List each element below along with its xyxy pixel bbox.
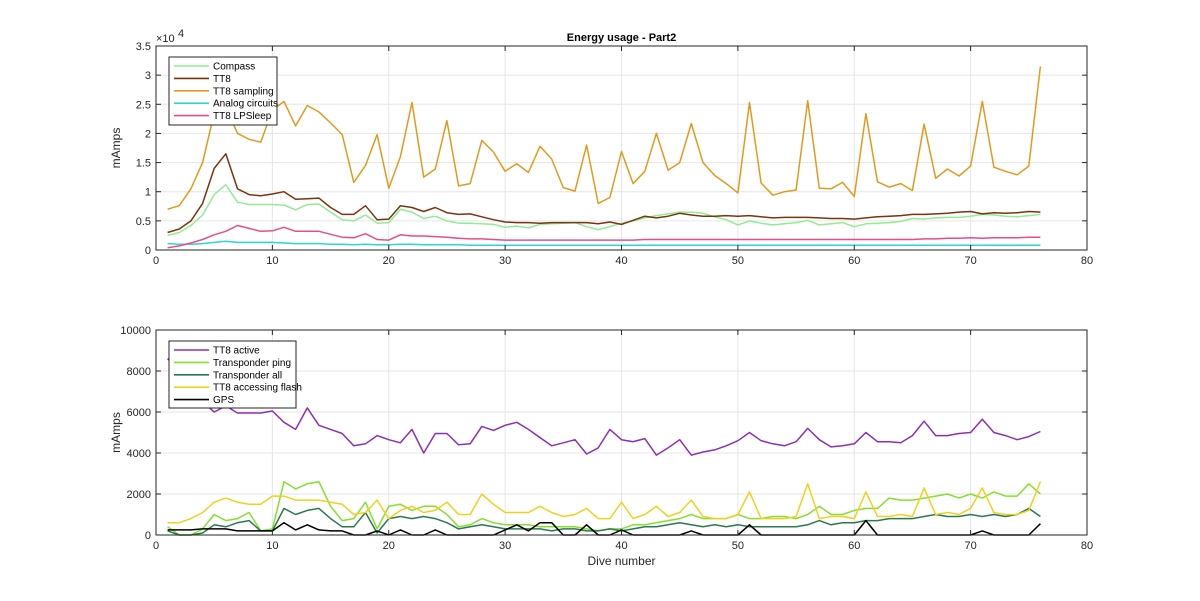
x-tick-label: 70 — [965, 255, 977, 267]
x-tick-label: 80 — [1081, 255, 1093, 267]
legend-entry: Transponder all — [213, 370, 282, 381]
legend-entry: Analog circuits — [213, 99, 278, 110]
series-line-analog-circuits — [167, 240, 1041, 247]
x-tick-label: 60 — [848, 255, 860, 267]
series-line-transponder-all — [167, 507, 1041, 536]
x-tick-label: 20 — [383, 540, 395, 552]
chart-panel-2: 0 10 20 30 40 50 60 70 80 0 2000 4000 6000 8000 10000 m… — [109, 325, 1093, 568]
legend-entry: TT8 sampling — [213, 86, 274, 97]
y-tick-label: 0 — [145, 245, 151, 257]
y-tick-label: 3.5 — [136, 41, 151, 53]
x-tick-label: 0 — [153, 540, 159, 552]
x-tick-label: 10 — [266, 540, 278, 552]
legend-entry: TT8 active — [213, 346, 260, 357]
x-axis-label: Dive number — [587, 554, 655, 568]
x-tick-label: 70 — [965, 540, 977, 552]
y-tick-label: 8000 — [127, 366, 151, 378]
legend-entry: Transponder ping — [213, 358, 291, 369]
x-tick-label: 50 — [732, 540, 744, 552]
x-tick-label: 20 — [383, 255, 395, 267]
y-tick-label: 1 — [145, 187, 151, 199]
x-tick-label: 0 — [153, 255, 159, 267]
legend-entry: TT8 — [213, 74, 231, 85]
y-exponent-power: 4 — [178, 28, 184, 40]
legend-entry: GPS — [213, 395, 234, 406]
y-tick-label: 1.5 — [136, 158, 151, 170]
y-axis-label: mAmps — [109, 128, 123, 169]
y-tick-label: 3 — [145, 70, 151, 82]
legend-entry: TT8 LPSleep — [213, 111, 272, 122]
y-axis-label: mAmps — [109, 412, 123, 453]
x-tick-label: 60 — [848, 540, 860, 552]
y-tick-label: 4000 — [127, 448, 151, 460]
legend-entry: TT8 accessing flash — [213, 383, 302, 394]
series-line-tt8-active — [167, 358, 1041, 456]
chart-title: Energy usage - Part2 — [567, 32, 676, 44]
series-line-tt8-accessing-flash — [167, 481, 1042, 524]
chart-panel-1: 0 10 20 30 40 50 60 70 80 0 0.5 1 1.5 2 2.5 3 3.5 ×10 4 Ene… — [109, 28, 1093, 267]
y-tick-label: 2 — [145, 128, 151, 140]
y-exponent-label: ×10 — [156, 33, 175, 45]
x-tick-label: 10 — [266, 255, 278, 267]
x-tick-label: 30 — [499, 255, 511, 267]
y-tick-label: 6000 — [127, 407, 151, 419]
series-line-compass — [167, 183, 1041, 237]
x-tick-label: 30 — [499, 540, 511, 552]
legend-entry: Compass — [213, 62, 255, 73]
y-tick-label: 2.5 — [136, 99, 151, 111]
series-line-tt8-sampling — [167, 66, 1042, 210]
y-tick-label: 2000 — [127, 489, 151, 501]
y-tick-label: 0 — [145, 530, 151, 542]
series-line-tt8 — [167, 153, 1041, 234]
series-line-tt8-lpsleep — [167, 224, 1041, 249]
x-tick-label: 40 — [615, 255, 627, 267]
x-tick-label: 50 — [732, 255, 744, 267]
y-tick-label: 0.5 — [136, 216, 151, 228]
y-tick-label: 10000 — [120, 325, 151, 337]
x-tick-label: 80 — [1081, 540, 1093, 552]
x-tick-label: 40 — [615, 540, 627, 552]
